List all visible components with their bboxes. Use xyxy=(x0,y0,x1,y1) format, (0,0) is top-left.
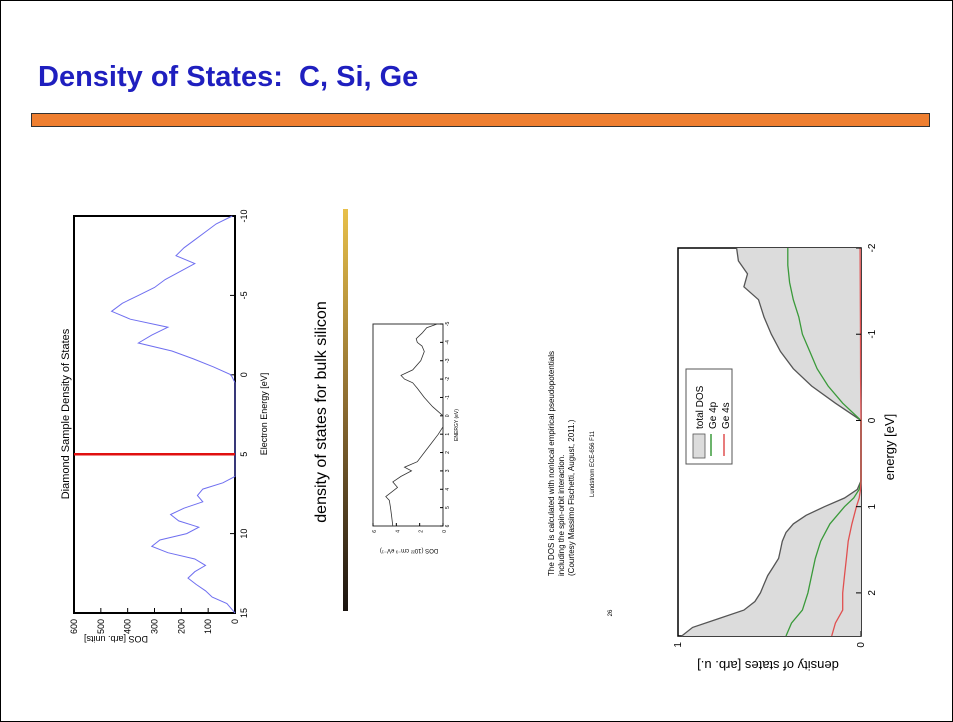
chart2-marks xyxy=(385,323,444,527)
silicon-dos-slide: density of states for bulk silicon -5-4-… xyxy=(313,209,614,616)
xtick-label: -1 xyxy=(445,395,451,400)
ytick-label: 0 xyxy=(856,642,867,648)
xtick-label: 5 xyxy=(445,506,451,509)
legend-swatch-total-dos xyxy=(692,433,706,459)
chart2-frame xyxy=(372,323,444,527)
chart2-footer: Lundstrom ECE-656 F11 xyxy=(590,430,596,497)
xtick-label: -4 xyxy=(445,340,451,345)
series-line-0 xyxy=(681,247,862,637)
chart2-page-number: 26 xyxy=(608,609,614,616)
series-line-0 xyxy=(110,215,236,614)
xtick-label: 2 xyxy=(867,590,878,596)
chart1-title: Diamond Sample Density of States xyxy=(60,328,72,499)
ytick-label: 0 xyxy=(230,619,240,624)
ytick-label: 500 xyxy=(96,619,106,634)
xtick-label: -2 xyxy=(445,377,451,382)
chart1-xlabel: Electron Energy [eV] xyxy=(259,373,269,456)
ytick-label: 2 xyxy=(419,530,425,533)
chart2-caption-2: including the spin-orbit interaction. xyxy=(557,455,566,576)
chart3-ylabel: density of states [arb. u.] xyxy=(697,658,839,673)
chart2-xlabel: ENERGY (eV) xyxy=(454,409,460,441)
xtick-label: 6 xyxy=(445,524,451,527)
ytick-label: 200 xyxy=(176,619,186,634)
gold-vertical-rule xyxy=(343,209,348,611)
chart2-caption-1: The DOS is calculated with nonlocal empi… xyxy=(547,351,556,576)
xtick-label: 4 xyxy=(445,488,451,491)
chart1-marks xyxy=(74,215,236,614)
ytick-label: 4 xyxy=(395,530,401,533)
ytick-label: 600 xyxy=(69,619,79,634)
xtick-label: 0 xyxy=(445,414,451,417)
xtick-label: 2 xyxy=(445,451,451,454)
xtick-label: -5 xyxy=(445,322,451,327)
xtick-label: 3 xyxy=(445,469,451,472)
germanium-dos-chart: -2 -1 0 1 2 0 1 total DOS Ge 4p Ge 4s energy [… xyxy=(673,243,897,673)
title-accent-bar xyxy=(31,113,930,127)
ytick-label: 300 xyxy=(150,619,160,634)
xtick-label: 0 xyxy=(239,372,249,377)
series-area-0 xyxy=(681,248,861,636)
chart2-ylabel: DOS (10²² cm⁻³ eV⁻¹) xyxy=(380,547,438,553)
xtick-label: -2 xyxy=(867,243,878,252)
chart3-legend: total DOS Ge 4p Ge 4s xyxy=(685,368,733,465)
chart2-caption-3: (Courtesy Massimo Fischetti, August, 201… xyxy=(567,419,576,576)
ytick-label: 1 xyxy=(673,642,684,648)
ytick-label: 100 xyxy=(203,619,213,634)
xtick-label: 15 xyxy=(239,608,249,618)
xtick-label: -5 xyxy=(239,291,249,299)
chart2-title: density of states for bulk silicon xyxy=(313,301,330,522)
xtick-label: 1 xyxy=(445,433,451,436)
series-line-0 xyxy=(385,323,444,527)
xtick-label: 1 xyxy=(867,503,878,509)
chart1-ylabel: DOS [arb. units] xyxy=(84,634,148,644)
slide-title: Density of States: C, Si, Ge xyxy=(38,61,419,93)
ytick-label: 0 xyxy=(442,530,448,533)
legend-label-ge4p: Ge 4p xyxy=(708,401,719,429)
ytick-label: 400 xyxy=(123,619,133,634)
chart3-xlabel: energy [eV] xyxy=(882,414,897,481)
chart2-ticks: -5 -4 -3 -2 -1 0 1 2 3 4 5 6 0 2 4 6 xyxy=(372,322,451,533)
xtick-label: 5 xyxy=(239,452,249,457)
xtick-label: 10 xyxy=(239,529,249,539)
xtick-label: -1 xyxy=(867,329,878,338)
xtick-label: 0 xyxy=(867,417,878,423)
xtick-label: -10 xyxy=(239,209,249,222)
xtick-label: -3 xyxy=(445,358,451,363)
chart3-ticks: -2 -1 0 1 2 0 1 xyxy=(673,243,878,647)
legend-label-total-dos: total DOS xyxy=(695,385,706,429)
chart1-frame xyxy=(73,215,236,614)
ytick-label: 6 xyxy=(372,530,378,533)
legend-label-ge4s: Ge 4s xyxy=(721,402,732,429)
